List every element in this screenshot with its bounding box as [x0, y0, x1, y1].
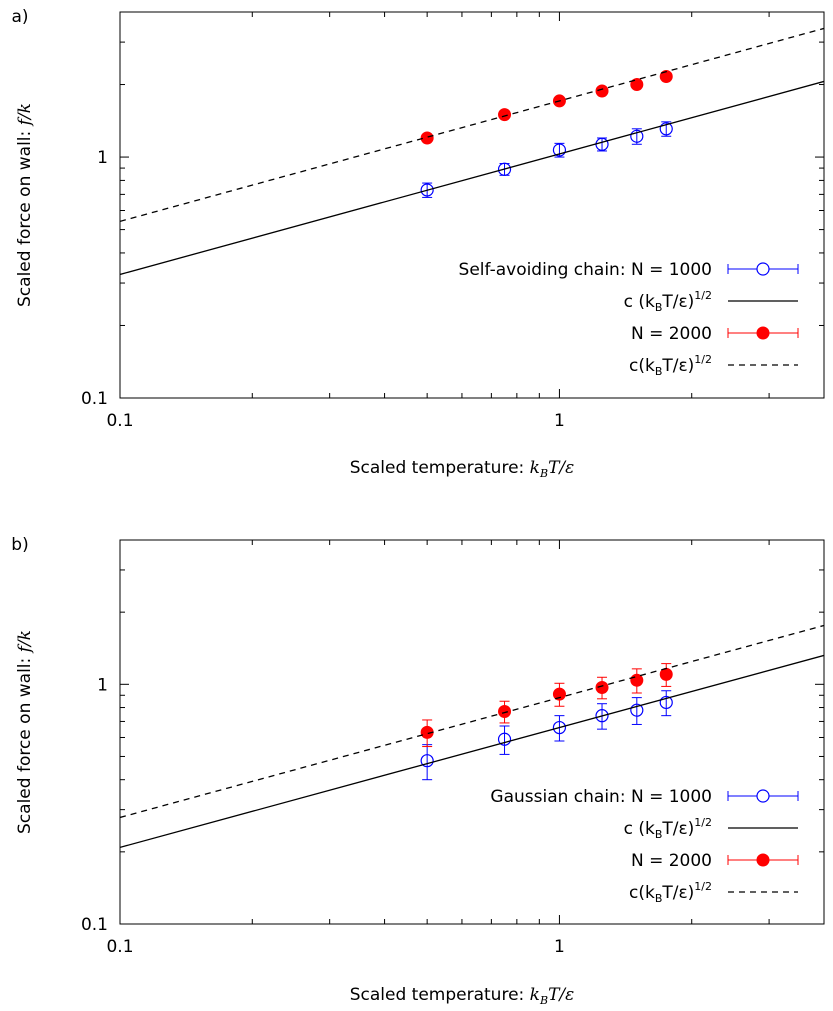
fit-line-solid [120, 654, 824, 849]
fit-line-dashed [120, 624, 824, 819]
plot-area [120, 624, 824, 849]
data-point-open [630, 703, 644, 717]
legend-label: c (kBT/ε)1/2 [624, 816, 712, 841]
legend-label-sub: B [655, 365, 663, 378]
data-point-filled [420, 131, 434, 145]
x-axis-label-math: k [530, 985, 540, 1005]
legend-label-text: c (k [624, 819, 655, 839]
legend-label-sub: B [655, 301, 663, 314]
legend-label: N = 2000 [631, 851, 712, 871]
y-axis-label-text: Scaled force on wall: [15, 652, 35, 834]
fit-line-dashed [120, 27, 824, 223]
legend-label-sub: B [655, 828, 663, 841]
x-axis-label-math: T/ε [548, 458, 574, 478]
y-axis-label: Scaled force on wall: f/k [15, 103, 35, 307]
data-point-open [630, 129, 644, 143]
panel-label: b) [11, 535, 28, 555]
x-axis-label-sub: B [539, 467, 548, 480]
data-point-open [420, 754, 434, 768]
legend-label-sup: 1/2 [694, 289, 712, 302]
legend-marker-filled [756, 326, 770, 340]
legend-marker-open [756, 262, 770, 276]
legend-label: c(kBT/ε)1/2 [629, 880, 712, 905]
fit-line-solid [120, 80, 824, 276]
x-axis-label-text: Scaled temperature: [350, 985, 530, 1005]
x-axis-label-sub: B [539, 994, 548, 1007]
data-point-filled [552, 687, 566, 701]
data-point-open [552, 720, 567, 735]
data-point-filled [659, 69, 673, 83]
data-point-filled [498, 705, 512, 719]
data-point-open [659, 695, 673, 710]
legend-label-text: c(k [629, 356, 655, 376]
plot-area [120, 27, 824, 276]
legend-label-text: c(k [629, 883, 655, 903]
legend-marker-filled [756, 853, 770, 867]
data-point-open [497, 162, 512, 176]
legend-label: Gaussian chain: N = 1000 [490, 787, 712, 807]
x-tick-label: 1 [554, 937, 565, 957]
plot-frame [119, 539, 825, 925]
x-tick-label: 1 [554, 411, 565, 431]
x-axis-label: Scaled temperature: kBT/ε [350, 985, 575, 1007]
y-tick-label: 0.1 [81, 389, 108, 409]
chart-panel-a: 0.1 10.11a)Scaled temperature: kBT/εScale… [11, 7, 825, 480]
data-point-filled [595, 84, 609, 98]
axis-ticks [119, 539, 825, 925]
legend-label-text: T/ε) [661, 819, 694, 839]
plot-frame [119, 11, 825, 399]
y-axis-label-math: f/k [15, 630, 35, 654]
data-point-open [595, 709, 609, 723]
y-tick-label: 1 [97, 148, 108, 168]
legend-label: c(kBT/ε)1/2 [629, 353, 712, 378]
legend-label-text: c (k [624, 292, 655, 312]
x-axis-label-math: T/ε [548, 985, 574, 1005]
y-axis-label-text: Scaled force on wall: [15, 125, 35, 307]
legend-label: N = 2000 [631, 324, 712, 344]
legend-label: Self-avoiding chain: N = 1000 [459, 260, 712, 280]
y-tick-label: 1 [97, 675, 108, 695]
legend-label-text: T/ε) [661, 883, 694, 903]
data-point-filled [595, 680, 609, 694]
x-tick-label: 0.1 [106, 411, 133, 431]
legend-label: c (kBT/ε)1/2 [624, 289, 712, 314]
data-point-open [659, 122, 673, 136]
chart-panel-b: 0.1 10.11b)Scaled temperature: kBT/εScale… [11, 535, 825, 1007]
data-point-open [497, 732, 512, 746]
x-tick-label: 0.1 [106, 937, 133, 957]
legend-label-sup: 1/2 [694, 880, 712, 893]
y-tick-label: 0.1 [81, 915, 108, 935]
legend-marker-open [756, 789, 770, 803]
panel-label: a) [11, 7, 28, 27]
x-axis-label-text: Scaled temperature: [350, 458, 530, 478]
x-axis-label: Scaled temperature: kBT/ε [350, 458, 575, 480]
data-point-open [552, 143, 567, 157]
data-point-open [420, 183, 434, 197]
legend-label-sub: B [655, 892, 663, 905]
y-axis-label-math: f/k [15, 103, 35, 127]
data-point-filled [630, 78, 644, 92]
y-axis-label: Scaled force on wall: f/k [15, 630, 35, 834]
legend-label-text: T/ε) [661, 292, 694, 312]
axis-ticks [119, 11, 825, 399]
legend-label-text: T/ε) [661, 356, 694, 376]
legend-label-sup: 1/2 [694, 816, 712, 829]
x-axis-label-math: k [530, 458, 540, 478]
data-point-filled [498, 108, 512, 122]
legend-label-sup: 1/2 [694, 353, 712, 366]
